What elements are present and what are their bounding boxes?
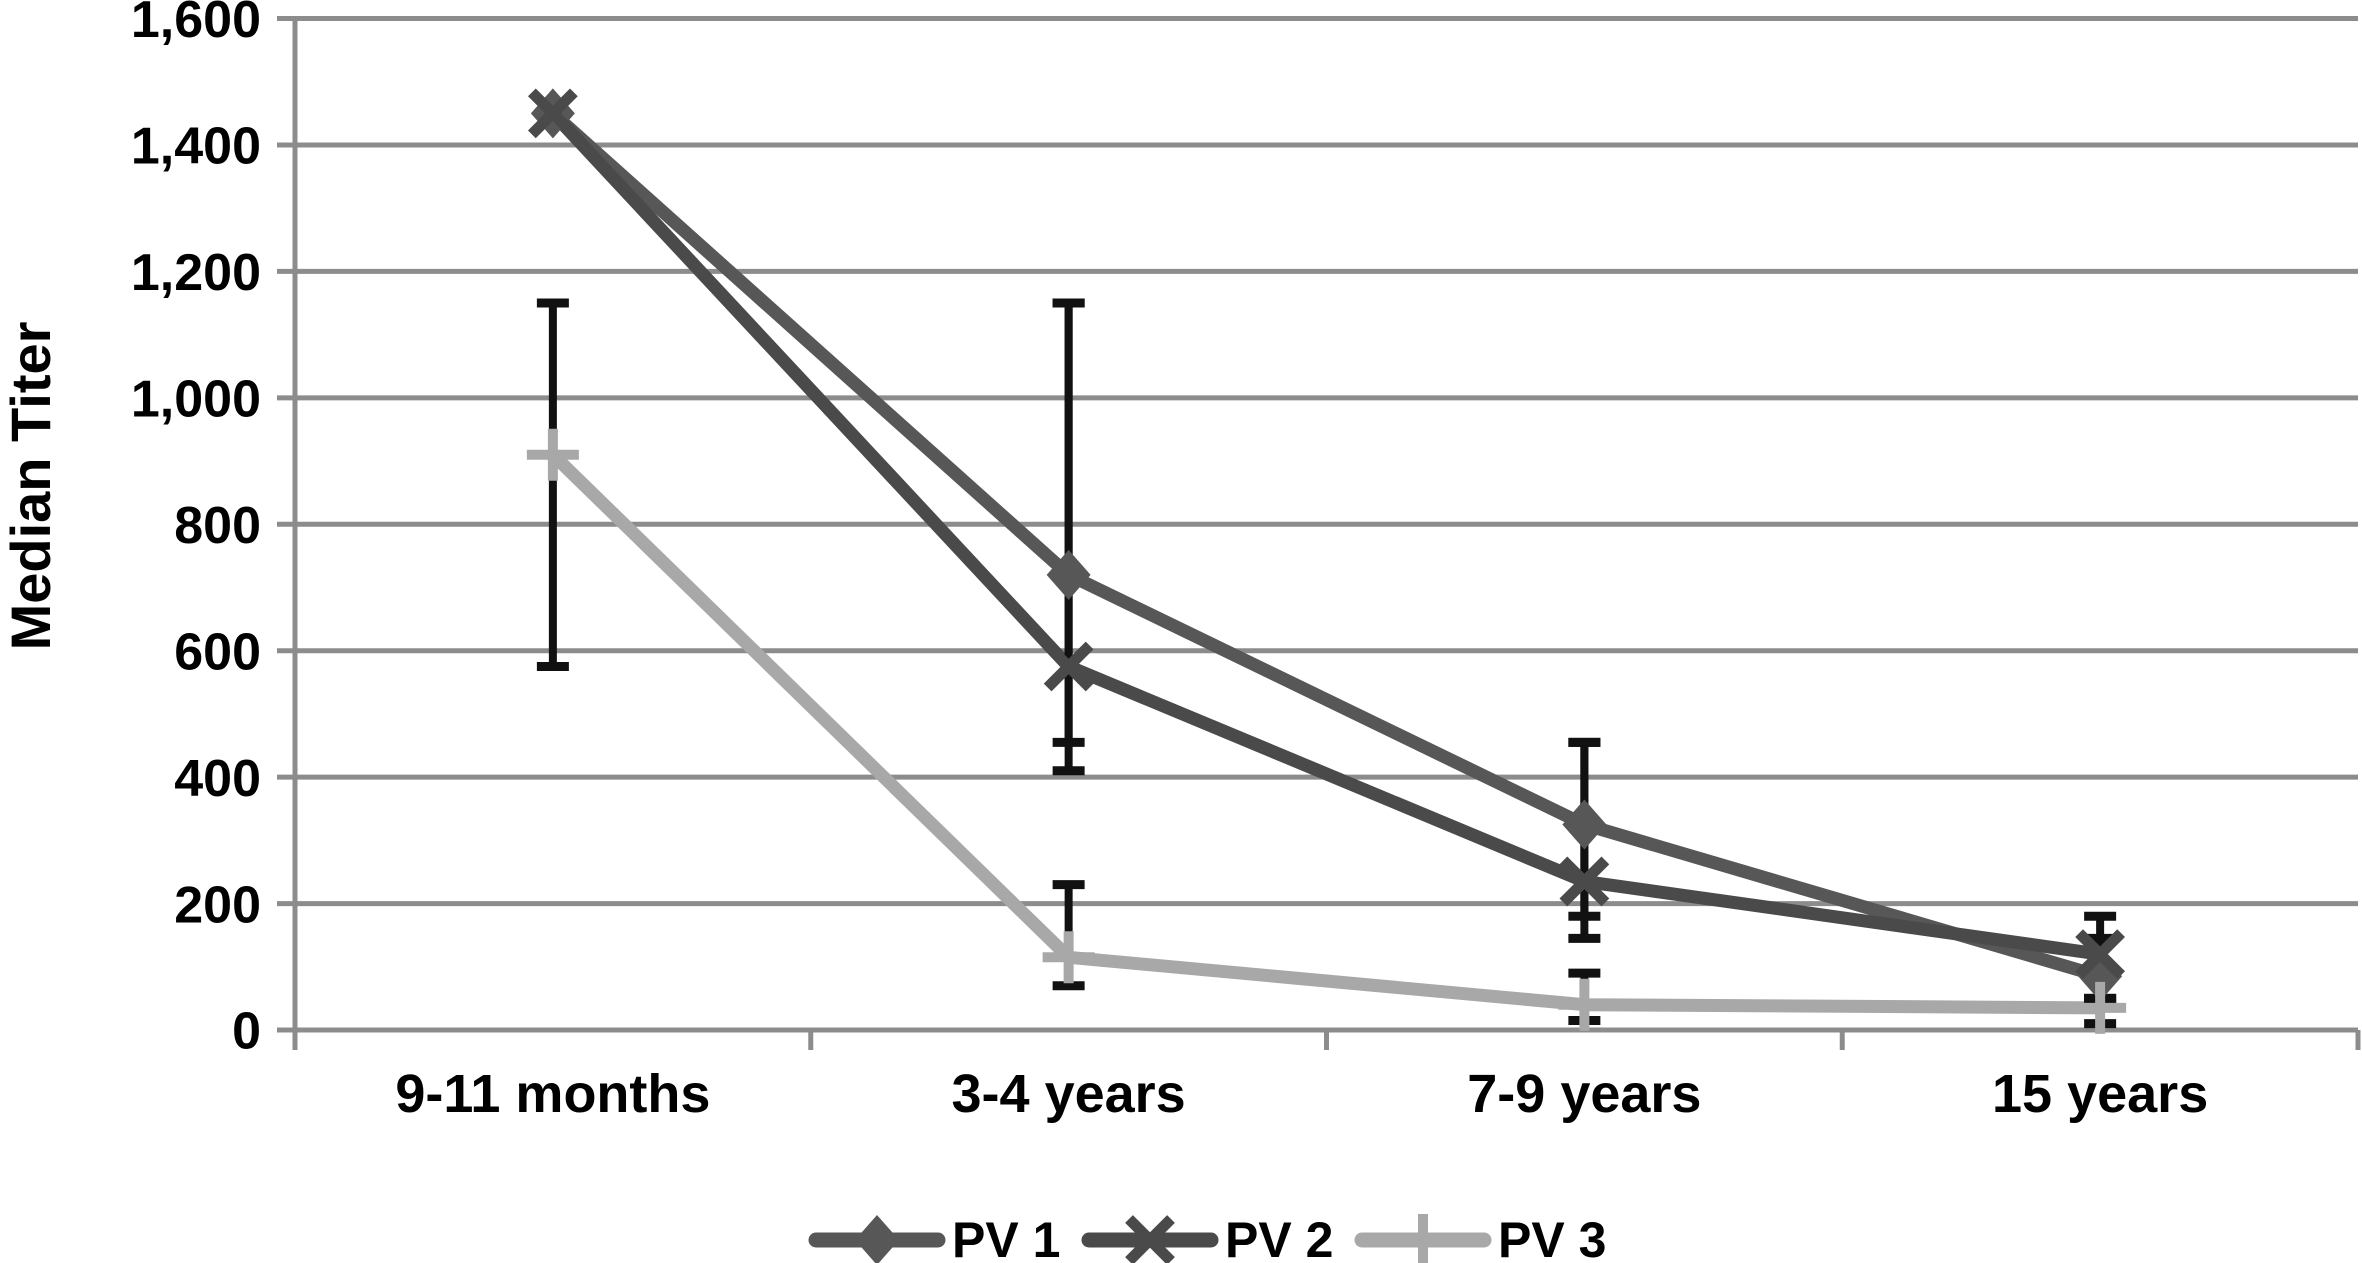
series-line-pv-3: [548, 450, 2101, 1015]
marker-pv-1-2: [1562, 799, 1607, 850]
series-line-pv-2: [548, 108, 2102, 961]
marker-pv-2-3-stroke2: [2075, 929, 2126, 980]
series-line-pv-1: [548, 108, 2102, 983]
y-axis-tick-label-0: 0: [232, 1003, 261, 1061]
y-axis-tick-label-1600: 1,600: [131, 0, 261, 49]
y-axis-tick-label-1000: 1,000: [131, 371, 261, 429]
y-axis-tick-label-400: 400: [174, 750, 261, 808]
marker-pv-1-1: [1046, 549, 1091, 600]
y-axis-title: Median Titer: [0, 322, 62, 651]
legend-item-pv-1-marker: [855, 1215, 899, 1263]
legend-item-pv-1-label: PV 1: [952, 1212, 1060, 1263]
y-axis-tick-label-800: 800: [174, 497, 261, 555]
marker-pv-2-0-stroke2: [527, 88, 578, 139]
y-axis-tick-label-1200: 1,200: [131, 244, 261, 302]
legend-item-pv-3-label: PV 3: [1498, 1212, 1606, 1263]
legend-item-pv-2-label: PV 2: [1225, 1212, 1333, 1263]
x-axis-category-label-1: 3-4 years: [952, 1064, 1186, 1124]
legend-item-pv-2-marker-stroke2: [1125, 1215, 1175, 1263]
x-axis-category-label-2: 7-9 years: [1467, 1064, 1701, 1124]
y-axis-tick-label-600: 600: [174, 623, 261, 681]
x-axis-category-label-0: 9-11 months: [395, 1064, 710, 1124]
marker-pv-2-2-stroke2: [1559, 856, 1610, 907]
marker-pv-2-1-stroke2: [1043, 641, 1094, 692]
y-axis-tick-label-200: 200: [174, 876, 261, 934]
x-axis-category-label-3: 15 years: [1992, 1064, 2208, 1124]
y-axis-tick-label-1400: 1,400: [131, 118, 261, 176]
